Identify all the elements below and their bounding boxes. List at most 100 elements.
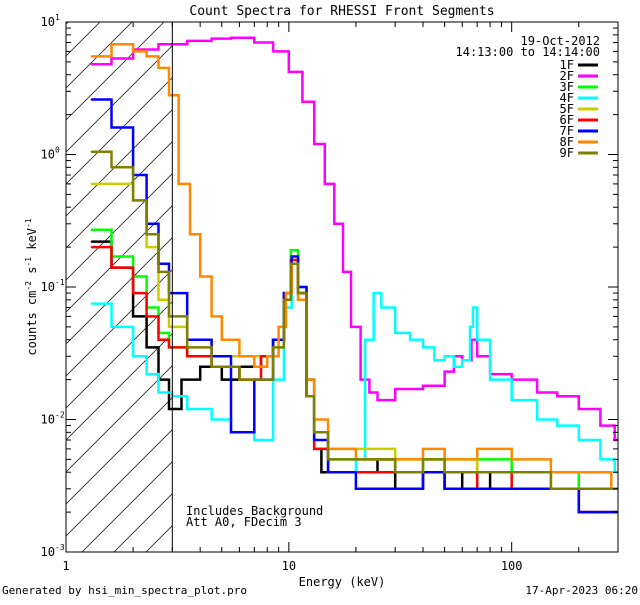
point-8F [476, 448, 478, 450]
point-7F [443, 487, 446, 490]
point-4F [433, 359, 436, 362]
annotation-background: Includes Background [186, 504, 323, 518]
hatch-line [66, 22, 229, 185]
chart-title: Count Spectra for RHESSI Front Segments [189, 4, 494, 19]
point-2F [253, 41, 256, 44]
series-9F [91, 150, 618, 491]
point-2F [350, 326, 352, 328]
point-2F [556, 395, 558, 397]
point-2F [536, 391, 538, 394]
point-4F [409, 338, 411, 341]
point-9F [157, 271, 160, 273]
point-2F [230, 36, 232, 39]
point-7F [90, 98, 93, 101]
point-9F [168, 315, 170, 318]
point-9F [476, 471, 478, 474]
point-6F [110, 266, 113, 269]
point-8F [277, 326, 280, 328]
point-4F [380, 306, 383, 309]
point-9F [132, 199, 134, 202]
attenuator-hatch-region [66, 22, 618, 552]
point-4F [510, 399, 513, 401]
point-9F [510, 471, 513, 474]
point-7F [327, 471, 329, 474]
point-2F [210, 37, 213, 40]
point-7F [110, 126, 113, 129]
point-2F [359, 378, 362, 381]
point-8F [157, 67, 160, 69]
point-7F [610, 511, 613, 513]
point-4F [476, 338, 478, 341]
point-4F [489, 378, 491, 381]
point-2F [313, 143, 316, 145]
point-9F [145, 233, 148, 236]
x-tick-label: 100 [501, 559, 523, 573]
point-9F [313, 431, 316, 434]
y-label-exp: -2 [24, 281, 33, 291]
point-2F [157, 43, 160, 45]
point-2F [272, 50, 274, 53]
point-6F [157, 338, 160, 341]
point-9F [272, 346, 274, 349]
point-9F [289, 262, 292, 265]
point-2F [110, 57, 113, 60]
point-2F [186, 40, 189, 42]
hatch-line [66, 22, 197, 153]
point-9F [577, 487, 580, 490]
point-6F [168, 346, 170, 349]
point-7F [355, 487, 357, 490]
point-4F [186, 408, 189, 410]
point-2F [368, 391, 371, 394]
point-4F [90, 302, 93, 305]
point-2F [394, 388, 396, 390]
point-8F [177, 183, 180, 185]
point-1F [145, 346, 148, 349]
point-9F [110, 166, 113, 169]
point-9F [355, 458, 357, 461]
point-1F [168, 408, 170, 410]
point-8F [285, 292, 287, 294]
legend-label-3F: 3F [560, 80, 574, 94]
point-4F [577, 439, 580, 441]
point-6F [260, 355, 262, 358]
point-8F [220, 338, 223, 341]
point-9F [297, 292, 299, 294]
x-tick-label: 1 [62, 559, 69, 573]
legend-label-8F: 8F [560, 135, 574, 149]
point-4F [132, 355, 134, 358]
point-5F [168, 326, 170, 328]
point-6F [90, 246, 93, 248]
point-6F [313, 448, 316, 450]
point-8F [145, 55, 148, 58]
y-label-part: keV [25, 228, 39, 257]
point-1F [199, 365, 201, 368]
point-5F [145, 246, 148, 248]
legend-label-9F: 9F [560, 146, 574, 160]
y-tick-exponent: 0 [55, 146, 60, 155]
point-5F [157, 299, 160, 301]
point-8F [90, 55, 93, 58]
y-tick-exponent: -1 [55, 278, 65, 287]
point-7F [577, 511, 580, 513]
series-8F [91, 42, 618, 491]
info-time-range: 14:13:00 to 14:14:00 [456, 45, 601, 59]
point-9F [394, 471, 396, 474]
point-2F [476, 355, 478, 358]
point-2F [443, 370, 446, 373]
series-4F [91, 262, 618, 474]
point-9F [283, 299, 285, 301]
point-3F [289, 249, 292, 251]
point-8F [253, 365, 256, 368]
y-tick-label: 10 [41, 15, 55, 29]
x-axis-ticks: 1 10 100 [62, 22, 619, 573]
point-9F [443, 471, 446, 474]
point-2F [323, 183, 326, 185]
hatch-line [66, 22, 69, 25]
point-9F [238, 378, 241, 381]
y-axis-label: counts cm-2 s-1 keV-1 [24, 218, 39, 355]
point-2F [577, 408, 580, 410]
point-1F [132, 315, 134, 318]
point-7F [476, 487, 478, 490]
